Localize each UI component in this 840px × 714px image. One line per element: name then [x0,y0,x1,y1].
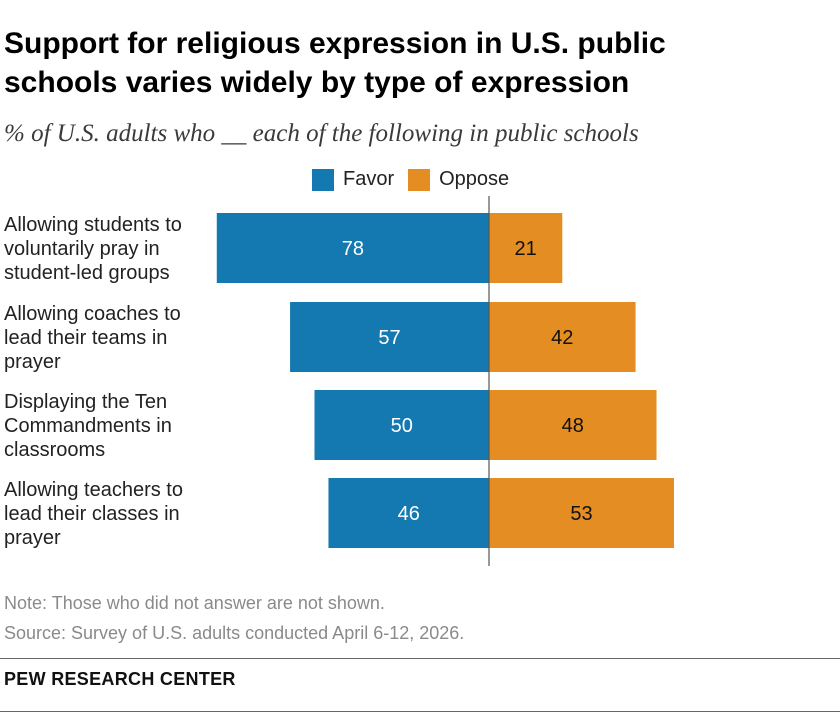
category-label-3-line-1: Displaying the Ten [4,391,168,413]
footer-rule-bottom [0,711,840,712]
category-label-4-line-3: prayer [4,527,61,549]
category-label-3-line-2: Commandments in [4,415,172,437]
category-label-1-line-2: voluntarily pray in [4,238,160,260]
source-text: Source: Survey of U.S. adults conducted … [4,623,465,643]
category-label-2-line-2: lead their teams in [4,327,168,349]
legend-swatch-favor [312,168,334,191]
footer-rule-top [0,658,840,659]
value-label-oppose-3: 48 [562,415,584,437]
category-label-2-line-1: Allowing coaches to [4,303,181,325]
bar-favor-4 [328,478,489,548]
bar-favor-1 [216,213,489,283]
category-label-2-line-3: prayer [4,351,61,373]
title-line-1: Support for religious expression in U.S.… [4,27,666,60]
category-label-4: Allowing teachers to lead their classes i… [4,478,214,550]
brand-name: PEW RESEARCH CENTER [4,669,236,689]
chart-title: Support for religious expression in U.S.… [4,24,824,102]
value-label-oppose-1: 21 [515,238,537,260]
bar-oppose-1 [489,213,563,283]
value-label-favor-2: 57 [378,327,400,349]
bar-oppose-4 [489,478,674,548]
legend-swatch-oppose [408,168,431,191]
value-label-favor-4: 46 [398,503,420,525]
category-label-3-line-3: classrooms [4,439,106,461]
title-line-2: schools varies widely by type of express… [4,66,630,99]
category-label-3: Displaying the Ten Commandments in classro… [4,390,214,462]
value-label-oppose-4: 53 [570,503,592,525]
legend-item-oppose: Oppose [408,168,509,191]
bar-oppose-2 [489,302,636,372]
chart-subtitle: % of U.S. adults who __ each of the foll… [4,120,639,147]
bar-favor-2 [290,302,489,372]
value-label-favor-1: 78 [342,238,364,260]
category-label-4-line-2: lead their classes in [4,503,180,525]
legend: Favor Oppose [312,168,523,191]
legend-label-oppose: Oppose [439,168,510,190]
value-label-oppose-2: 42 [551,327,573,349]
legend-item-favor: Favor [312,168,394,191]
legend-label-favor: Favor [343,168,395,190]
category-label-4-line-1: Allowing teachers to [4,479,183,501]
category-label-2: Allowing coaches to lead their teams in pr… [4,302,214,374]
bar-favor-3 [314,390,489,460]
category-label-1-line-1: Allowing students to [4,214,182,236]
category-label-1-line-3: student-led groups [4,262,170,284]
note-text: Note: Those who did not answer are not s… [4,593,385,613]
bar-oppose-3 [489,390,657,460]
value-label-favor-3: 50 [391,415,413,437]
category-label-1: Allowing students to voluntarily pray in s… [4,213,214,285]
